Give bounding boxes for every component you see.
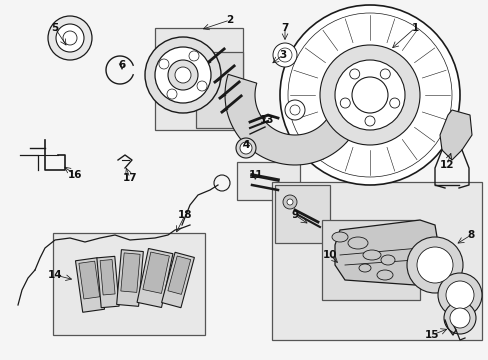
- Ellipse shape: [340, 98, 349, 108]
- Ellipse shape: [236, 138, 256, 158]
- Ellipse shape: [283, 195, 296, 209]
- Ellipse shape: [416, 247, 452, 283]
- Ellipse shape: [445, 281, 473, 309]
- Ellipse shape: [155, 47, 210, 103]
- Ellipse shape: [285, 100, 305, 120]
- Ellipse shape: [280, 5, 459, 185]
- Ellipse shape: [289, 105, 299, 115]
- Text: 17: 17: [122, 173, 137, 183]
- Bar: [53, 233, 204, 335]
- Ellipse shape: [189, 51, 199, 61]
- Polygon shape: [439, 110, 471, 160]
- Bar: [321, 220, 419, 300]
- Ellipse shape: [240, 142, 251, 154]
- Text: 5: 5: [51, 23, 59, 33]
- Bar: [196, 52, 243, 128]
- Ellipse shape: [364, 116, 374, 126]
- Ellipse shape: [287, 13, 451, 177]
- Polygon shape: [224, 62, 364, 165]
- Text: 16: 16: [68, 170, 82, 180]
- Text: 1: 1: [410, 23, 418, 33]
- Text: 15: 15: [424, 330, 438, 340]
- Text: 9: 9: [291, 210, 298, 220]
- Ellipse shape: [380, 255, 394, 265]
- Polygon shape: [334, 220, 439, 285]
- Polygon shape: [75, 258, 104, 312]
- Ellipse shape: [168, 60, 198, 90]
- Ellipse shape: [63, 31, 77, 45]
- Text: 10: 10: [322, 250, 337, 260]
- Text: 3: 3: [279, 50, 286, 60]
- Text: 4: 4: [242, 140, 249, 150]
- Ellipse shape: [56, 24, 84, 52]
- Bar: [237, 162, 299, 200]
- Ellipse shape: [319, 45, 419, 145]
- Text: 8: 8: [467, 230, 474, 240]
- Ellipse shape: [358, 264, 370, 272]
- Text: 11: 11: [248, 170, 263, 180]
- Ellipse shape: [449, 308, 469, 328]
- Ellipse shape: [347, 237, 367, 249]
- Bar: [271, 182, 481, 340]
- Ellipse shape: [443, 302, 475, 334]
- Ellipse shape: [349, 69, 359, 79]
- Ellipse shape: [175, 67, 191, 83]
- Ellipse shape: [351, 77, 387, 113]
- Text: 12: 12: [439, 160, 453, 170]
- Ellipse shape: [272, 43, 296, 67]
- Text: 6: 6: [118, 60, 125, 70]
- Polygon shape: [142, 252, 169, 293]
- Polygon shape: [79, 261, 100, 299]
- Ellipse shape: [197, 81, 206, 91]
- Polygon shape: [100, 260, 115, 295]
- Ellipse shape: [145, 37, 221, 113]
- Polygon shape: [121, 253, 140, 292]
- Ellipse shape: [406, 237, 462, 293]
- Text: 2: 2: [226, 15, 233, 25]
- Ellipse shape: [380, 69, 389, 79]
- Ellipse shape: [362, 250, 380, 260]
- Bar: [155, 28, 243, 130]
- Ellipse shape: [159, 59, 168, 69]
- Ellipse shape: [167, 89, 177, 99]
- Ellipse shape: [286, 199, 292, 205]
- Ellipse shape: [437, 273, 481, 317]
- Text: 13: 13: [259, 115, 274, 125]
- Ellipse shape: [331, 232, 347, 242]
- Polygon shape: [137, 248, 173, 307]
- Polygon shape: [161, 252, 194, 308]
- Ellipse shape: [278, 48, 291, 62]
- Text: 7: 7: [281, 23, 288, 33]
- Ellipse shape: [376, 270, 392, 280]
- Text: 18: 18: [177, 210, 192, 220]
- Ellipse shape: [334, 60, 404, 130]
- Bar: [274, 185, 329, 243]
- Polygon shape: [167, 256, 190, 294]
- Text: 14: 14: [48, 270, 62, 280]
- Polygon shape: [97, 256, 119, 308]
- Polygon shape: [117, 249, 143, 306]
- Ellipse shape: [48, 16, 92, 60]
- Ellipse shape: [389, 98, 399, 108]
